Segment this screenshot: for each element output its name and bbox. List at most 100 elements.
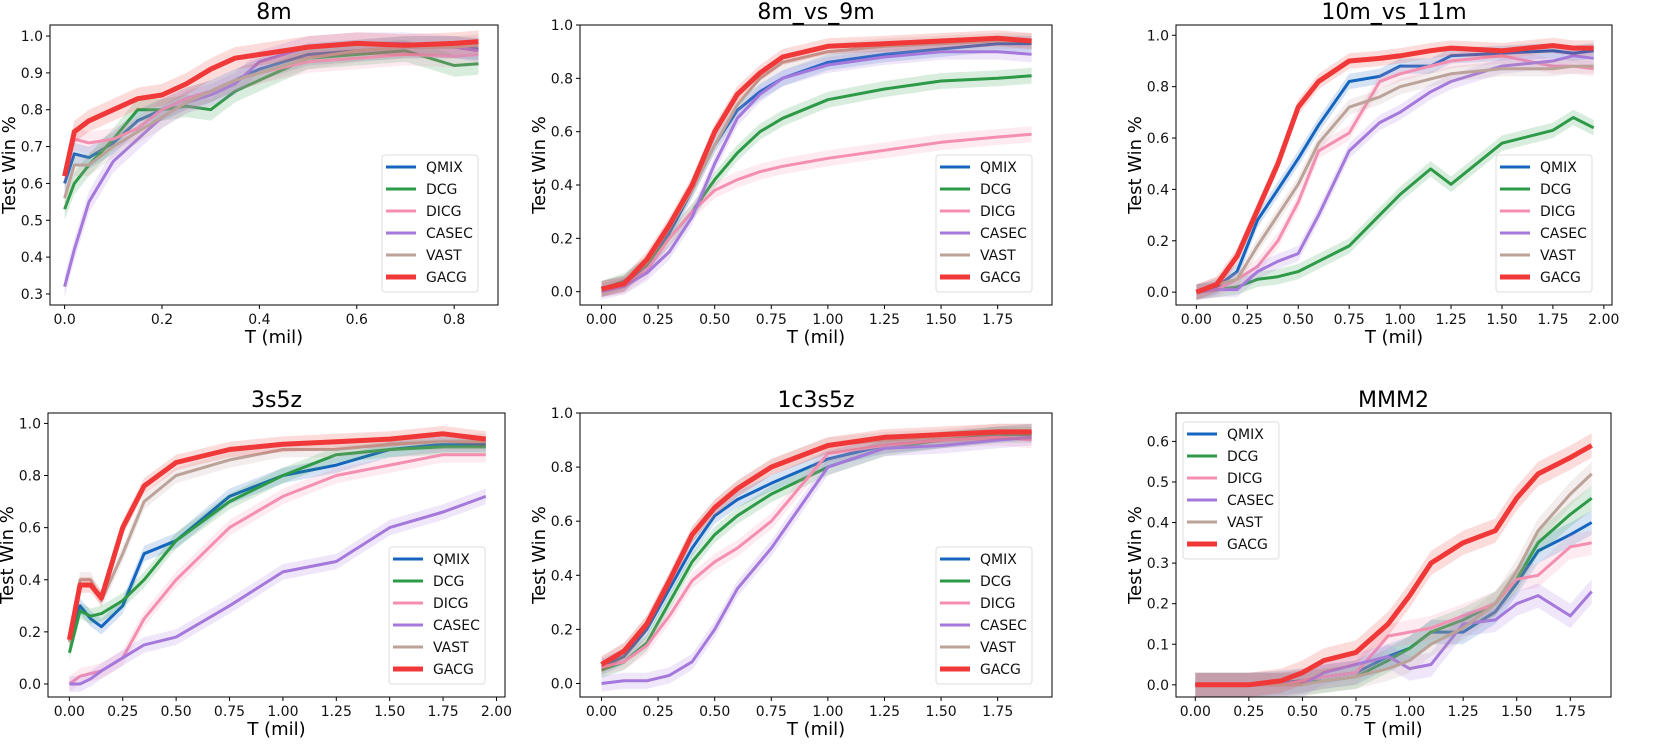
- x-tick-label: 0.00: [586, 312, 617, 328]
- series-line-GACG: [1195, 43, 1594, 295]
- x-tick-label: 1.25: [869, 704, 900, 720]
- axes-frame: [47, 412, 506, 698]
- x-tick-label: 1.50: [925, 704, 956, 720]
- y-tick-label: 1.0: [551, 406, 573, 422]
- x-tick-label: 1.50: [374, 704, 405, 720]
- y-tick-label: 0.0: [551, 676, 573, 692]
- axes-frame: [49, 24, 499, 306]
- y-tick-label: 0.2: [1147, 597, 1169, 613]
- legend-label: GACG: [980, 270, 1021, 286]
- legend-label: CASEC: [1227, 493, 1274, 509]
- band-CASEC: [1195, 579, 1592, 697]
- y-tick-label: 0.4: [19, 573, 41, 589]
- series-line-VAST: [63, 43, 479, 199]
- series-line-DICG: [68, 453, 486, 686]
- legend-label: VAST: [1227, 515, 1263, 531]
- legend-label: VAST: [426, 248, 462, 264]
- y-tick-label: 0.8: [551, 71, 573, 87]
- series-line-DICG: [1196, 54, 1594, 294]
- legend-label: VAST: [980, 248, 1016, 264]
- y-axis-label: Test Win %: [529, 506, 550, 605]
- y-tick-label: 0.4: [551, 568, 573, 584]
- subplot-3s5z: 3s5z 0.00 0.25 0.50 0.75 1.00 1.25 1.50 1.75 2.00…: [0, 388, 512, 740]
- x-tick-label: 0.00: [1181, 312, 1212, 328]
- legend-label: GACG: [426, 270, 467, 286]
- series-line-GACG: [66, 431, 487, 641]
- legend-label: DCG: [1227, 449, 1258, 465]
- x-tick-label: 0.00: [1180, 704, 1211, 720]
- y-tick-label: 0.5: [1147, 475, 1169, 491]
- y-tick-label: 0.0: [19, 677, 41, 693]
- x-tick-label: 0.50: [1283, 312, 1314, 328]
- legend: QMIX DCG DICG CASEC VAST GACG: [1182, 421, 1280, 560]
- legend-label: GACG: [980, 662, 1021, 678]
- x-tick-label: 1.50: [1501, 704, 1532, 720]
- axes-frame: [1175, 24, 1613, 306]
- legend-label: DCG: [980, 574, 1011, 590]
- x-tick-label: 0.75: [756, 704, 787, 720]
- legend-label: CASEC: [980, 226, 1027, 242]
- band-DCG: [1196, 109, 1594, 300]
- legend-label: QMIX: [433, 552, 470, 568]
- series-line-CASEC: [1196, 54, 1594, 294]
- series-line-QMIX: [1196, 49, 1594, 294]
- series-line-GACG: [1195, 443, 1593, 688]
- y-tick-label: 0.2: [551, 622, 573, 638]
- band-VAST: [1196, 58, 1594, 300]
- y-tick-label: 0.3: [21, 287, 43, 303]
- y-tick-label: 0.1: [1147, 637, 1169, 653]
- legend-label: DCG: [426, 182, 457, 198]
- y-tick-label: 0.0: [1147, 678, 1169, 694]
- x-tick-label: 0.50: [161, 704, 192, 720]
- series-line-VAST: [1195, 472, 1593, 687]
- subplot-title: MMM2: [1358, 388, 1429, 413]
- band-DICG: [69, 446, 486, 692]
- x-tick-label: 0.4: [248, 312, 270, 328]
- y-tick-label: 1.0: [19, 416, 41, 432]
- y-tick-label: 0.8: [19, 469, 41, 485]
- subplot-title: 8m_vs_9m: [757, 0, 874, 25]
- y-axis-label: Test Win %: [1125, 116, 1146, 215]
- legend-label: QMIX: [426, 160, 463, 176]
- y-tick-label: 0.8: [551, 460, 573, 476]
- series-line-DCG: [67, 445, 486, 654]
- x-tick-label: 1.00: [812, 312, 843, 328]
- x-tick-label: 1.25: [321, 704, 352, 720]
- series-line-DCG: [1196, 116, 1595, 294]
- y-axis-label: Test Win %: [0, 506, 18, 605]
- series-line-DICG: [601, 435, 1032, 669]
- legend: QMIX DCG DICG CASEC VAST GACG: [388, 546, 486, 685]
- legend-label: CASEC: [433, 618, 480, 634]
- legend-label: GACG: [433, 662, 474, 678]
- y-tick-label: 0.0: [1147, 285, 1169, 301]
- x-axis-label: T (mil): [786, 327, 845, 348]
- x-tick-label: 1.75: [427, 704, 458, 720]
- x-tick-label: 1.75: [982, 312, 1013, 328]
- y-tick-label: 1.0: [21, 29, 43, 45]
- legend-label: QMIX: [1540, 160, 1577, 176]
- y-tick-label: 0.6: [1147, 434, 1169, 450]
- y-tick-label: 0.4: [1147, 182, 1169, 198]
- series-line-DICG: [601, 132, 1032, 291]
- y-tick-label: 0.6: [551, 514, 573, 530]
- y-tick-label: 0.6: [21, 176, 43, 192]
- band-DICG: [1195, 530, 1592, 697]
- x-tick-label: 1.00: [1394, 704, 1425, 720]
- legend-label: CASEC: [1540, 226, 1587, 242]
- series-line-GACG: [600, 35, 1032, 292]
- band-DCG: [1195, 486, 1592, 697]
- legend-label: GACG: [1540, 270, 1581, 286]
- subplot-title: 8m: [256, 0, 291, 25]
- x-tick-label: 1.00: [1385, 312, 1416, 328]
- legend-label: QMIX: [1227, 427, 1264, 443]
- subplot-title: 3s5z: [251, 388, 302, 413]
- y-tick-label: 0.6: [19, 521, 41, 537]
- legend-label: QMIX: [980, 552, 1017, 568]
- x-tick-label: 0.25: [643, 312, 674, 328]
- x-tick-label: 0.25: [643, 704, 674, 720]
- y-tick-label: 0.8: [1147, 80, 1169, 96]
- band-CASEC: [69, 488, 486, 692]
- series-line-VAST: [1195, 64, 1594, 294]
- x-tick-label: 1.50: [1486, 312, 1517, 328]
- legend-label: DICG: [1227, 471, 1263, 487]
